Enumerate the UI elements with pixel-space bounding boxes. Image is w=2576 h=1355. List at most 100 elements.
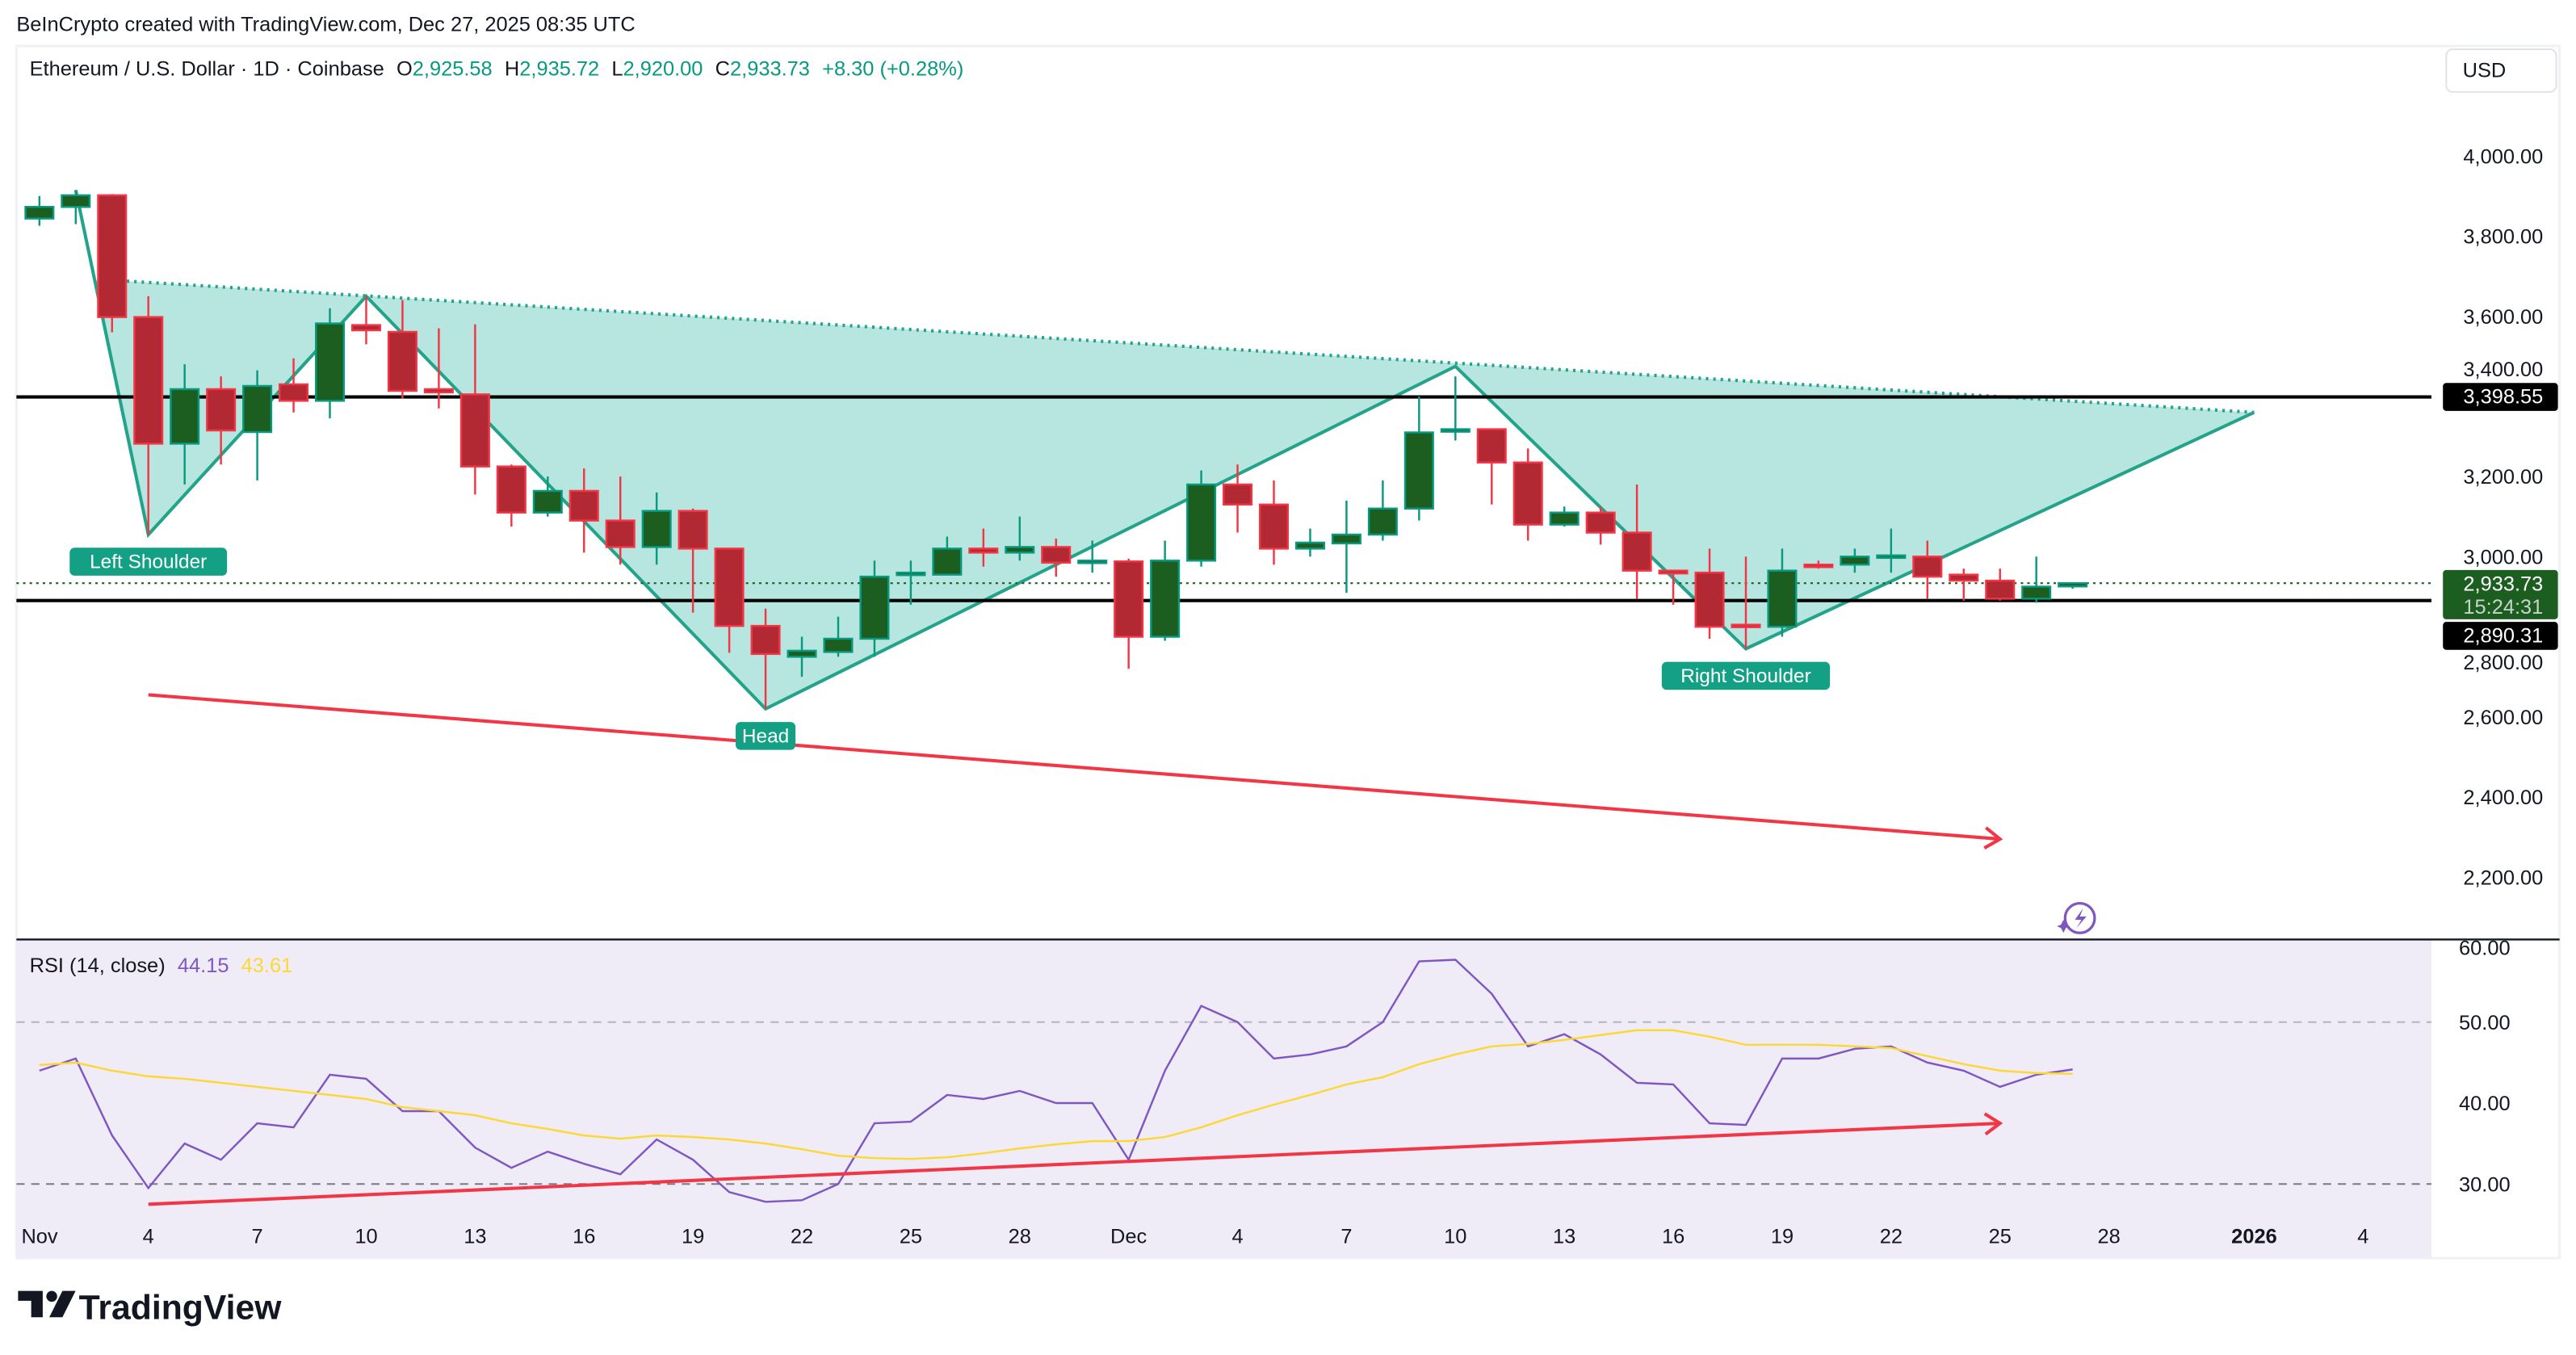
candle-body [1840,556,1870,566]
candle[interactable] [714,547,745,653]
candle[interactable] [932,536,963,576]
currency-label[interactable]: USD [2463,60,2507,82]
candle[interactable] [1840,548,1870,573]
candle-body [1186,483,1217,562]
candle[interactable] [1767,548,1798,637]
candle[interactable] [1114,558,1144,669]
candle[interactable] [1041,538,1072,577]
lightning-sparkle-icon[interactable] [2057,902,2096,934]
candle-body [170,388,200,445]
candle[interactable] [1294,528,1325,557]
candle[interactable] [641,492,672,565]
time-axis-tick: 16 [573,1226,595,1248]
candle[interactable] [1585,506,1616,545]
candle-body [1949,573,1979,582]
candle[interactable] [350,296,381,345]
candle-body [1258,503,1290,550]
close-label: C [715,58,730,81]
candle[interactable] [1186,470,1217,567]
candle[interactable] [859,560,890,657]
candle[interactable] [170,364,200,485]
candle[interactable] [568,468,599,553]
candle[interactable] [387,300,417,399]
candle[interactable] [1476,428,1507,505]
candle[interactable] [2021,556,2052,603]
rsi-ma-line[interactable] [39,1029,2073,1160]
left-shoulder-label: Left Shoulder [90,552,207,573]
candle[interactable] [1549,506,1580,527]
candle-body [97,194,128,318]
candle[interactable] [1694,548,1725,639]
head-label: Head [742,726,789,748]
candle-body [1331,533,1361,545]
price-axis-tick: 3,600.00 [2463,306,2543,329]
candle-body [1876,554,1907,560]
candle[interactable] [1150,540,1181,641]
candle-body [1767,569,1798,628]
candle[interactable] [2058,581,2088,589]
candle-body [787,649,817,658]
candle[interactable] [1622,485,1652,599]
candle[interactable] [24,195,55,226]
price-pane[interactable]: Left Shoulder Head Right Shoulder [16,189,2431,849]
candle[interactable] [1331,500,1361,593]
candle[interactable] [1258,480,1290,565]
currency-button[interactable]: USD [2445,48,2557,93]
candle-body [1549,511,1580,526]
candle[interactable] [206,376,237,465]
currency-button-box[interactable] [2445,48,2557,93]
candle-body [387,330,417,392]
candle[interactable] [750,608,781,709]
candle-body [350,324,381,332]
candle[interactable] [532,476,563,517]
tradingview-logo[interactable]: TradingView [18,1288,282,1327]
candle[interactable] [1077,540,1108,573]
candle[interactable] [787,636,817,678]
candle-body [24,206,55,220]
price-trend-arrow[interactable] [148,693,2000,841]
candle[interactable] [1803,560,1834,569]
candle[interactable] [1005,516,1035,561]
candle[interactable] [1403,396,1434,521]
neckline-dotted[interactable] [111,278,2255,414]
candle[interactable] [678,508,708,613]
candle[interactable] [1440,376,1471,441]
candle[interactable] [823,616,854,657]
candle[interactable] [1223,464,1253,533]
candle-body [206,388,237,432]
candle[interactable] [61,190,91,224]
candle[interactable] [496,464,527,527]
candle[interactable] [1949,568,1979,601]
candle[interactable] [242,370,273,481]
candle[interactable] [279,358,309,413]
rsi-legend: RSI (14, close) 44.15 43.61 [30,954,293,977]
candle[interactable] [1912,540,1943,599]
rsi-axis-tick: 60.00 [2459,938,2511,960]
candle[interactable] [1658,569,1689,605]
rsi-line[interactable] [39,959,2073,1203]
candle[interactable] [459,324,490,495]
candle[interactable] [315,308,346,419]
candle-body [1512,461,1543,526]
candle-body [568,489,599,522]
candle[interactable] [605,476,636,565]
rsi-axis-tick: 40.00 [2459,1093,2511,1115]
candle[interactable] [1985,568,2016,601]
candle[interactable] [968,528,999,567]
candle-body [61,194,91,208]
last-price-tag-bg [2443,569,2558,619]
candle-body [1985,579,2016,600]
candle[interactable] [1876,528,1907,573]
candle[interactable] [133,296,164,535]
candle[interactable] [1512,448,1543,541]
right-shoulder-label-bg [1661,661,1831,690]
candle[interactable] [423,328,454,409]
candle[interactable] [896,560,926,605]
candle[interactable] [97,194,128,333]
candle-body [279,383,309,402]
candle-body [932,547,963,576]
candle[interactable] [1367,480,1398,541]
candle[interactable] [1731,556,1761,649]
rsi-trend-arrow[interactable] [148,1122,2000,1206]
